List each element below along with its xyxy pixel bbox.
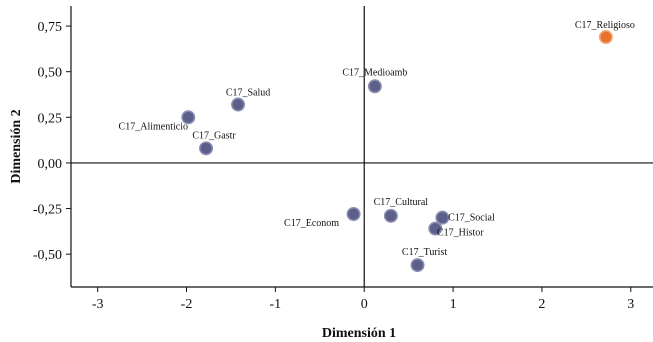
point-label-c17-histor: C17_Histor: [437, 228, 484, 239]
axes-layer: -3 -2 -1 0 1 2 3 0,75 0,50 0,25 0,00 -0,25 -0,50: [33, 6, 653, 312]
point-c17-histor: [428, 221, 443, 236]
x-axis-title: Dimensión 1: [322, 326, 396, 341]
point-c17-salud: [231, 97, 246, 112]
point-c17-religioso: [598, 30, 613, 45]
point-label-c17-turist: C17_Turist: [402, 247, 447, 258]
point-label-c17-cultural: C17_Cultural: [374, 197, 429, 208]
point-c17-social: [435, 210, 450, 225]
y-tick-label: 0,00: [38, 157, 63, 172]
point-label-c17-social: C17_Social: [448, 213, 495, 224]
point-label-c17-religioso: C17_Religioso: [575, 20, 635, 31]
y-tick-label: 0,75: [38, 20, 63, 35]
x-tick-label: 3: [627, 297, 634, 312]
point-c17-medioamb: [367, 79, 382, 94]
labels-layer: C17_Religioso C17_Medioamb C17_Salud C17_Al…: [119, 20, 635, 258]
point-c17-gastr: [199, 141, 214, 156]
point-label-c17-econom: C17_Econom: [284, 218, 339, 229]
y-tick-label: 0,50: [38, 66, 63, 81]
x-tick-label: 0: [361, 297, 368, 312]
x-tick-label: -2: [181, 297, 193, 312]
point-c17-econom: [346, 207, 361, 222]
point-c17-alimenticio: [181, 110, 196, 125]
x-tick-label: -1: [270, 297, 282, 312]
x-tick-label: 2: [538, 297, 545, 312]
y-tick-label: -0,25: [33, 203, 62, 218]
y-axis-title: Dimensión 2: [9, 109, 24, 183]
point-label-c17-salud: C17_Salud: [226, 88, 270, 99]
point-c17-cultural: [383, 208, 398, 223]
point-c17-turist: [410, 258, 425, 273]
point-label-c17-medioamb: C17_Medioamb: [342, 67, 407, 78]
points-layer: [181, 30, 613, 273]
y-tick-label: -0,50: [33, 248, 62, 263]
x-tick-label: -3: [92, 297, 104, 312]
x-tick-label: 1: [450, 297, 457, 312]
y-tick-label: 0,25: [38, 111, 63, 126]
point-label-c17-gastr: C17_Gastr: [192, 130, 236, 141]
point-label-c17-alimenticio: C17_Alimenticio: [119, 121, 188, 132]
